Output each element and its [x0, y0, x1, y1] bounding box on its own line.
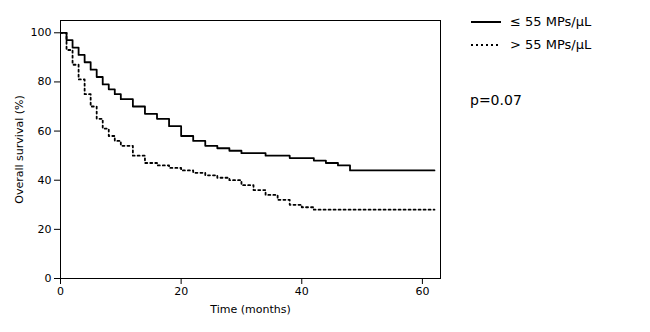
svg-text:20: 20	[174, 285, 188, 298]
svg-text:80: 80	[38, 75, 52, 88]
svg-text:0: 0	[57, 285, 64, 298]
html-text:> 55 MPs/μL: > 55 MPs/μL	[510, 37, 592, 52]
svg-text:60: 60	[38, 125, 52, 138]
svg-text:Time (months): Time (months)	[209, 303, 290, 316]
html-text:p=0.07: p=0.07	[470, 92, 522, 108]
svg-text:100: 100	[31, 26, 52, 39]
svg-text:40: 40	[38, 174, 52, 187]
html-text:≤ 55 MPs/μL: ≤ 55 MPs/μL	[510, 14, 592, 29]
svg-text:60: 60	[415, 285, 429, 298]
svg-text:20: 20	[38, 223, 52, 236]
svg-text:Overall survival (%): Overall survival (%)	[13, 95, 26, 203]
svg-text:0: 0	[45, 272, 52, 285]
svg-text:40: 40	[295, 285, 309, 298]
